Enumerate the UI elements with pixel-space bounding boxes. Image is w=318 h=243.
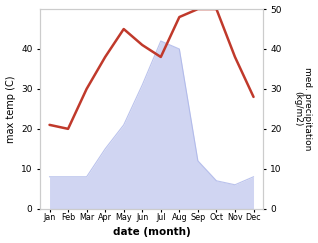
Y-axis label: max temp (C): max temp (C) [5, 75, 16, 143]
Y-axis label: med. precipitation
(kg/m2): med. precipitation (kg/m2) [293, 67, 313, 151]
X-axis label: date (month): date (month) [113, 227, 190, 237]
